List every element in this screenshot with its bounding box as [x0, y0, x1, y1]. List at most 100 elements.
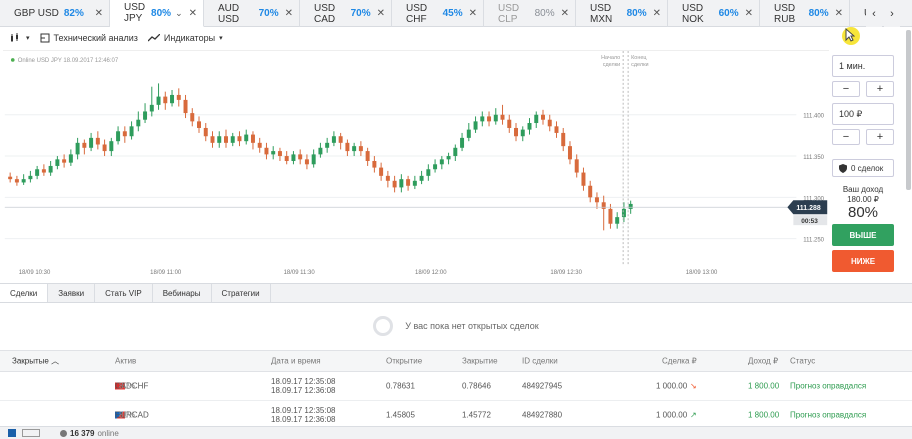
close-icon[interactable]: ✕ — [284, 8, 293, 19]
candle — [149, 104, 154, 112]
row-income: 1 800.00 — [748, 410, 780, 420]
close-icon[interactable]: ✕ — [94, 8, 103, 19]
amount-field[interactable]: 100 ₽ — [832, 103, 894, 125]
header-close: Закрытие — [462, 356, 498, 366]
candle — [14, 179, 19, 183]
tab-usd-clp[interactable]: USD CLP 80% ✕ — [484, 0, 576, 27]
tab-percent: 70% — [350, 8, 371, 19]
header-income: Доход ₽ — [748, 356, 779, 366]
x-tick-label: 18/09 13:00 — [686, 270, 718, 276]
candle — [621, 208, 626, 218]
candle — [581, 172, 586, 186]
indicators-button[interactable]: Индикаторы ▾ — [147, 33, 223, 43]
tech-analysis-button[interactable]: Технический анализ — [40, 33, 138, 43]
income-block: Ваш доход 180.00 ₽ 80% — [832, 185, 894, 221]
bottom-tab-3[interactable]: Вебинары — [153, 284, 212, 302]
candle — [588, 185, 593, 198]
candle — [109, 141, 114, 152]
row-asset: CADCHF — [115, 381, 149, 391]
tab-label: USD JPY — [124, 2, 146, 24]
candle — [379, 167, 384, 176]
duration-minus-button[interactable]: − — [832, 81, 860, 97]
close-icon[interactable]: ✕ — [834, 8, 843, 19]
bottom-tab-1[interactable]: Заявки — [48, 284, 96, 302]
tab-label: USD MXN — [590, 2, 613, 25]
duration-plus-button[interactable]: + — [866, 81, 894, 97]
header-closed[interactable]: Закрытые ︿ — [12, 356, 59, 367]
candle — [271, 151, 276, 155]
candle — [453, 147, 458, 157]
candle — [257, 142, 262, 148]
candle — [264, 147, 269, 155]
indicators-icon — [147, 34, 160, 42]
candle — [197, 121, 202, 128]
shield-icon — [839, 163, 847, 173]
bottom-tab-0[interactable]: Сделки — [0, 284, 49, 302]
indicators-label: Индикаторы — [163, 33, 216, 43]
price-chart[interactable]: 111.400 111.350 111.300 111.250 18/09 10:30 1… — [3, 50, 829, 280]
close-icon[interactable]: ✕ — [560, 8, 569, 19]
header-status: Статус — [790, 356, 816, 366]
candle — [122, 131, 127, 137]
tabs-prev-icon[interactable]: ‹ — [866, 0, 882, 27]
amount-minus-button[interactable]: − — [832, 129, 860, 145]
candle — [250, 134, 255, 143]
candle — [136, 119, 141, 127]
y-tick-label: 111.350 — [803, 155, 824, 161]
income-percent: 80% — [847, 204, 879, 221]
chevron-down-icon[interactable]: ⌄ — [175, 7, 183, 18]
down-button[interactable]: НИЖЕ — [832, 250, 894, 272]
x-tick-label: 18/09 11:00 — [150, 270, 182, 276]
tab-usd-mxn[interactable]: USD MXN 80% ✕ — [576, 0, 668, 27]
currency-flag-icon — [115, 382, 125, 390]
candle — [89, 137, 94, 148]
close-icon[interactable]: ✕ — [376, 8, 385, 19]
candle — [28, 175, 33, 180]
tab-aud-usd[interactable]: AUD USD 70% ✕ — [204, 0, 300, 27]
scrollbar[interactable] — [906, 30, 911, 190]
close-icon[interactable]: ✕ — [468, 8, 477, 19]
candle — [223, 136, 228, 143]
tab-usd-rub[interactable]: USD RUB 80% ✕ — [760, 0, 850, 27]
tab-gbp-usd[interactable]: GBP USD 82% ✕ — [0, 0, 110, 27]
x-tick-label: 18/09 12:00 — [415, 270, 447, 276]
candle — [426, 169, 431, 176]
window-icon — [22, 429, 40, 437]
candle — [338, 136, 343, 143]
bottom-tab-2[interactable]: Стать VIP — [95, 284, 153, 302]
candle — [291, 154, 296, 161]
row-date-open: 18.09.17 12:35:08 — [271, 377, 336, 386]
tab-usd-cad[interactable]: USD CAD 70% ✕ — [300, 0, 392, 27]
tabs-next-icon[interactable]: › — [884, 0, 900, 27]
empty-deals: У вас пока нет открытых сделок — [0, 304, 912, 348]
candle — [68, 154, 73, 163]
duration-field[interactable]: 1 мин. — [832, 55, 894, 77]
arrow-up-icon: ↗ — [690, 410, 697, 420]
candle — [514, 127, 519, 137]
close-icon[interactable]: ✕ — [188, 7, 197, 19]
candle — [8, 176, 13, 180]
deals-counter[interactable]: 0 сделок — [832, 159, 894, 177]
tab-usd-nok[interactable]: USD NOK 60% ✕ — [668, 0, 760, 27]
close-icon[interactable]: ✕ — [652, 8, 661, 19]
candle — [554, 126, 559, 133]
x-tick-label: 18/09 11:30 — [284, 270, 316, 276]
trade-panel: 1 мин. − + 100 ₽ − + 0 сделок Ваш доход … — [832, 55, 894, 272]
candle-chart-icon — [11, 33, 18, 42]
tab-percent: 82% — [63, 8, 84, 19]
tab-usd-jpy[interactable]: USD JPY 80% ⌄ ✕ — [110, 0, 204, 27]
tab-label: USD RUB — [774, 2, 796, 25]
up-button[interactable]: ВЫШЕ — [832, 224, 894, 246]
candle — [190, 113, 195, 122]
table-row[interactable]: CADCHF 80% 18.09.17 12:35:08 18.09.17 12:3… — [0, 372, 912, 401]
candle — [62, 159, 67, 163]
candle — [466, 129, 471, 138]
chevron-down-icon: ▾ — [219, 35, 223, 42]
candle — [143, 111, 148, 120]
tab-usd-chf[interactable]: USD CHF 45% ✕ — [392, 0, 484, 27]
bottom-tab-4[interactable]: Стратегии — [212, 284, 271, 302]
amount-plus-button[interactable]: + — [866, 129, 894, 145]
chart-type-button[interactable]: ▾ — [10, 33, 30, 43]
close-icon[interactable]: ✕ — [744, 8, 753, 19]
candle — [244, 134, 249, 142]
